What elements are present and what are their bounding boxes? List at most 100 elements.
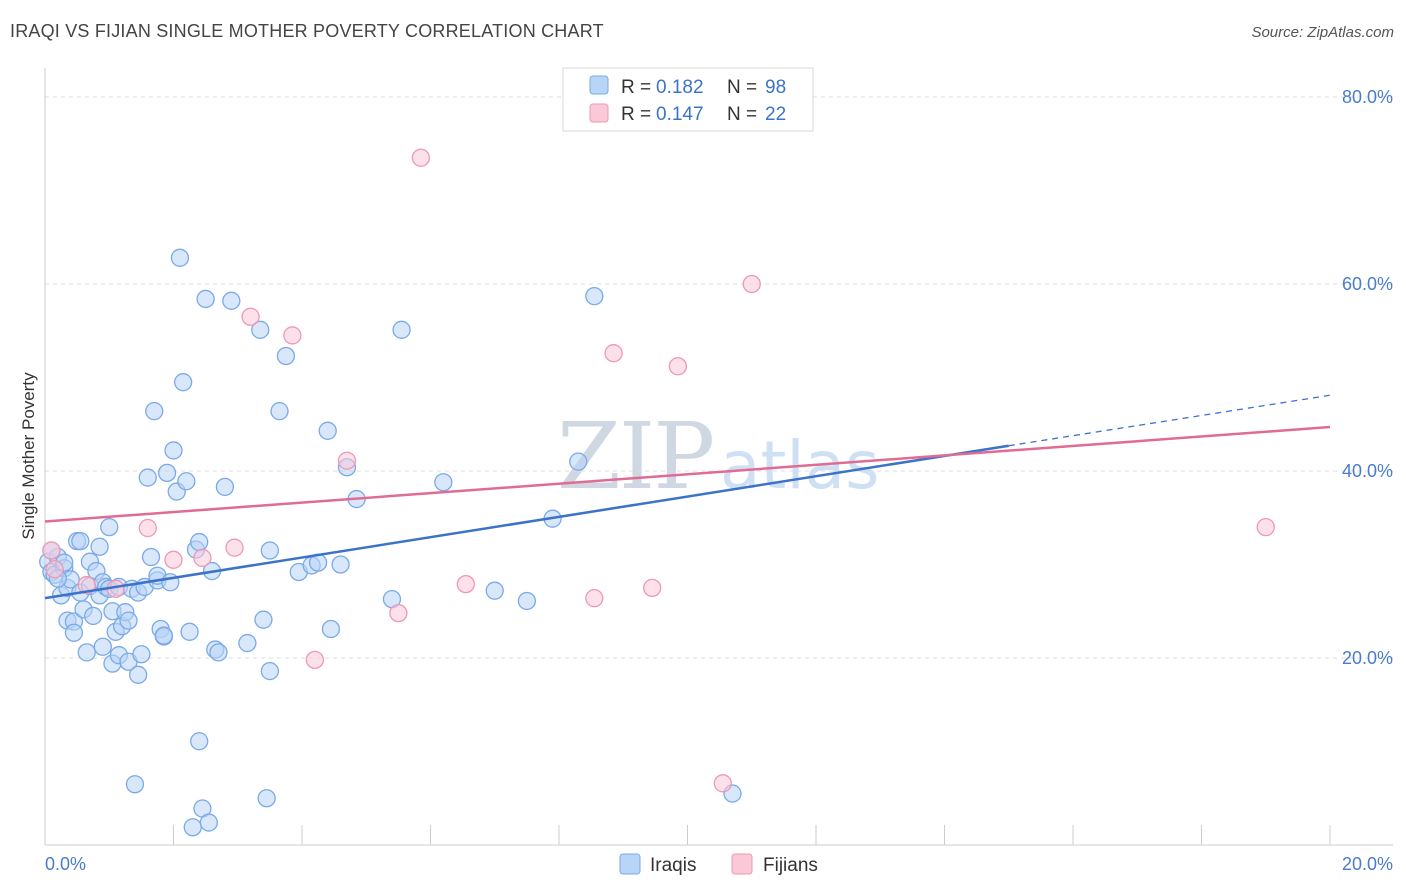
- data-point-fijians: [225, 538, 244, 557]
- data-point-iraqis: [222, 291, 241, 310]
- x-tick-label-min: 0.0%: [45, 854, 86, 874]
- legend-r-label-iraqis: R =: [621, 77, 651, 98]
- series-legend: Iraqis Fijians: [619, 853, 818, 876]
- data-point-iraqis: [215, 477, 235, 497]
- x-tick-labels: 0.0% 20.0%: [45, 854, 1393, 874]
- data-point-iraqis: [170, 248, 190, 267]
- data-point-iraqis: [260, 541, 280, 560]
- data-point-iraqis: [84, 606, 103, 626]
- data-point-iraqis: [190, 732, 209, 751]
- data-point-iraqis: [93, 637, 112, 656]
- legend-n-label-fijians: N =: [727, 104, 757, 125]
- data-point-fijians: [389, 603, 408, 623]
- data-point-iraqis: [71, 531, 90, 551]
- data-point-iraqis: [132, 645, 151, 664]
- legend-r-value-fijians: 0.147: [656, 104, 704, 125]
- chart-title: IRAQI VS FIJIAN SINGLE MOTHER POVERTY CO…: [10, 21, 604, 41]
- data-point-fijians: [305, 650, 325, 670]
- data-point-iraqis: [260, 661, 280, 681]
- data-point-iraqis: [238, 633, 257, 653]
- trend-line-fijians: [44, 425, 1331, 523]
- x-tick-label-max: 20.0%: [1342, 854, 1393, 874]
- y-tick-label-20: 20.0%: [1342, 648, 1393, 668]
- data-point-iraqis: [119, 611, 138, 630]
- data-point-iraqis: [141, 547, 161, 567]
- data-point-iraqis: [180, 622, 199, 641]
- bottom-legend-swatch-fijians: [731, 853, 753, 875]
- data-point-iraqis: [90, 537, 109, 556]
- y-tick-label-60: 60.0%: [1342, 274, 1393, 294]
- data-point-iraqis: [177, 472, 196, 491]
- data-point-fijians: [604, 344, 623, 363]
- axes: [44, 68, 1393, 846]
- data-point-fijians: [713, 774, 732, 793]
- data-point-iraqis: [100, 517, 119, 537]
- data-point-fijians: [45, 560, 64, 579]
- bottom-legend-label-fijians: Fijians: [763, 855, 818, 876]
- data-point-iraqis: [585, 287, 604, 306]
- data-point-iraqis: [321, 619, 341, 639]
- y-tick-labels: 20.0% 40.0% 60.0% 80.0%: [1342, 87, 1393, 668]
- data-point-iraqis: [199, 813, 218, 832]
- legend-r-value-iraqis: 0.182: [656, 77, 704, 98]
- data-point-fijians: [337, 451, 357, 470]
- bottom-legend-swatch-iraqis: [619, 853, 641, 875]
- y-tick-label-80: 80.0%: [1342, 87, 1393, 107]
- data-point-iraqis: [77, 643, 96, 662]
- data-point-iraqis: [331, 555, 350, 574]
- legend-n-label-iraqis: N =: [727, 77, 757, 98]
- data-point-iraqis: [569, 452, 588, 471]
- data-point-iraqis: [164, 441, 183, 460]
- series-fijians-points: [42, 148, 1275, 793]
- source-label: Source: ZipAtlas.com: [1251, 24, 1394, 41]
- data-point-fijians: [283, 326, 302, 345]
- data-point-iraqis: [138, 468, 157, 487]
- legend-n-value-fijians: 22: [765, 104, 786, 125]
- y-tick-label-40: 40.0%: [1342, 461, 1393, 481]
- data-point-iraqis: [270, 402, 289, 421]
- data-point-iraqis: [157, 463, 177, 483]
- data-point-iraqis: [209, 643, 228, 662]
- data-point-iraqis: [257, 789, 276, 808]
- data-point-iraqis: [392, 320, 411, 339]
- data-point-fijians: [138, 518, 157, 538]
- legend-swatch-iraqis: [589, 75, 609, 95]
- data-point-iraqis: [254, 610, 273, 629]
- data-point-iraqis: [154, 626, 174, 645]
- data-point-iraqis: [517, 591, 537, 611]
- data-point-fijians: [411, 148, 431, 167]
- data-point-iraqis: [145, 402, 164, 421]
- data-point-iraqis: [276, 346, 296, 366]
- data-point-fijians: [585, 589, 604, 608]
- data-point-iraqis: [196, 289, 215, 309]
- correlation-legend: R = 0.182 N = 98 R = 0.147 N = 22: [562, 67, 814, 132]
- gridlines: [45, 96, 1393, 659]
- data-point-fijians: [164, 550, 183, 569]
- data-point-iraqis: [129, 665, 148, 684]
- data-point-iraqis: [125, 775, 145, 794]
- legend-swatch-fijians: [589, 103, 609, 123]
- data-point-iraqis: [190, 532, 209, 552]
- data-point-iraqis: [183, 818, 202, 837]
- data-point-fijians: [643, 578, 662, 598]
- legend-n-value-iraqis: 98: [765, 77, 786, 98]
- data-point-fijians: [742, 274, 761, 294]
- data-point-iraqis: [434, 473, 453, 492]
- trend-line-iraqis: [44, 444, 1009, 600]
- data-point-fijians: [77, 575, 96, 595]
- y-axis-label: Single Mother Poverty: [19, 372, 38, 540]
- data-point-iraqis: [251, 320, 270, 339]
- data-point-fijians: [456, 574, 475, 594]
- trend-lines: [44, 394, 1331, 600]
- data-point-fijians: [193, 548, 212, 568]
- legend-r-label-fijians: R =: [621, 104, 651, 125]
- data-point-fijians: [241, 307, 260, 326]
- data-point-iraqis: [485, 581, 504, 600]
- data-point-iraqis: [64, 623, 84, 642]
- data-point-fijians: [42, 541, 61, 560]
- data-point-fijians: [668, 357, 688, 376]
- data-point-fijians: [1256, 517, 1275, 537]
- data-point-iraqis: [173, 373, 193, 392]
- data-point-iraqis: [318, 421, 337, 440]
